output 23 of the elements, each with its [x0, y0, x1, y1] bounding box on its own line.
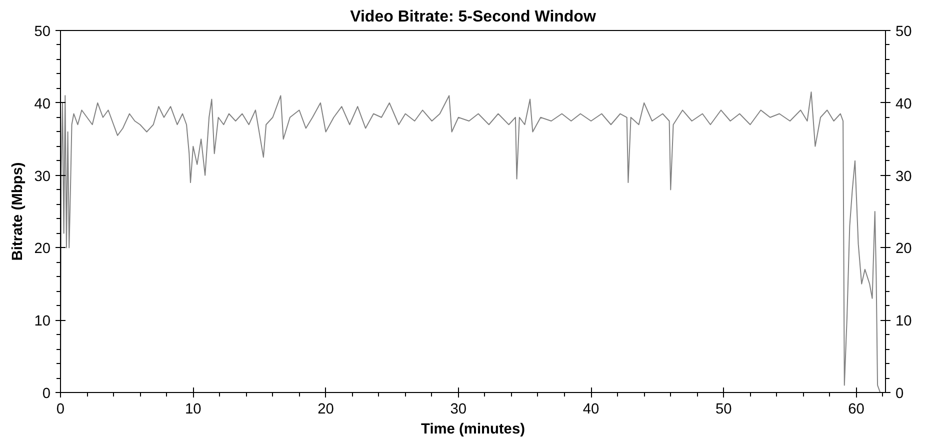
x-tick-label: 0	[56, 402, 65, 418]
y-tick-label: 50	[34, 24, 51, 40]
y2-tick-label: 0	[896, 386, 904, 402]
x-tick-label: 20	[318, 402, 334, 418]
y-tick-label: 30	[34, 168, 51, 185]
x-tick-label: 60	[848, 402, 864, 418]
x-tick-label: 30	[450, 402, 467, 418]
x-tick-label: 50	[716, 402, 732, 418]
x-tick-label: 10	[184, 402, 202, 418]
y2-tick-label: 50	[896, 24, 912, 40]
y2-tick-label: 10	[896, 314, 912, 330]
y2-tick-label: 40	[896, 96, 912, 112]
y-axis-title: Bitrate (Mbps)	[10, 162, 26, 261]
line-series	[60, 92, 881, 392]
y2-tick-label: 30	[896, 168, 912, 185]
y-tick-label: 10	[34, 314, 51, 330]
y-tick-label: 40	[34, 96, 51, 112]
x-tick-label: 40	[582, 402, 600, 418]
chart-title: Video Bitrate: 5-Second Window	[350, 8, 596, 26]
y-tick-label: 0	[42, 386, 51, 402]
y2-tick-label: 20	[896, 241, 912, 258]
x-axis-title: Time (minutes)	[421, 422, 526, 438]
y-tick-label: 20	[34, 241, 51, 258]
